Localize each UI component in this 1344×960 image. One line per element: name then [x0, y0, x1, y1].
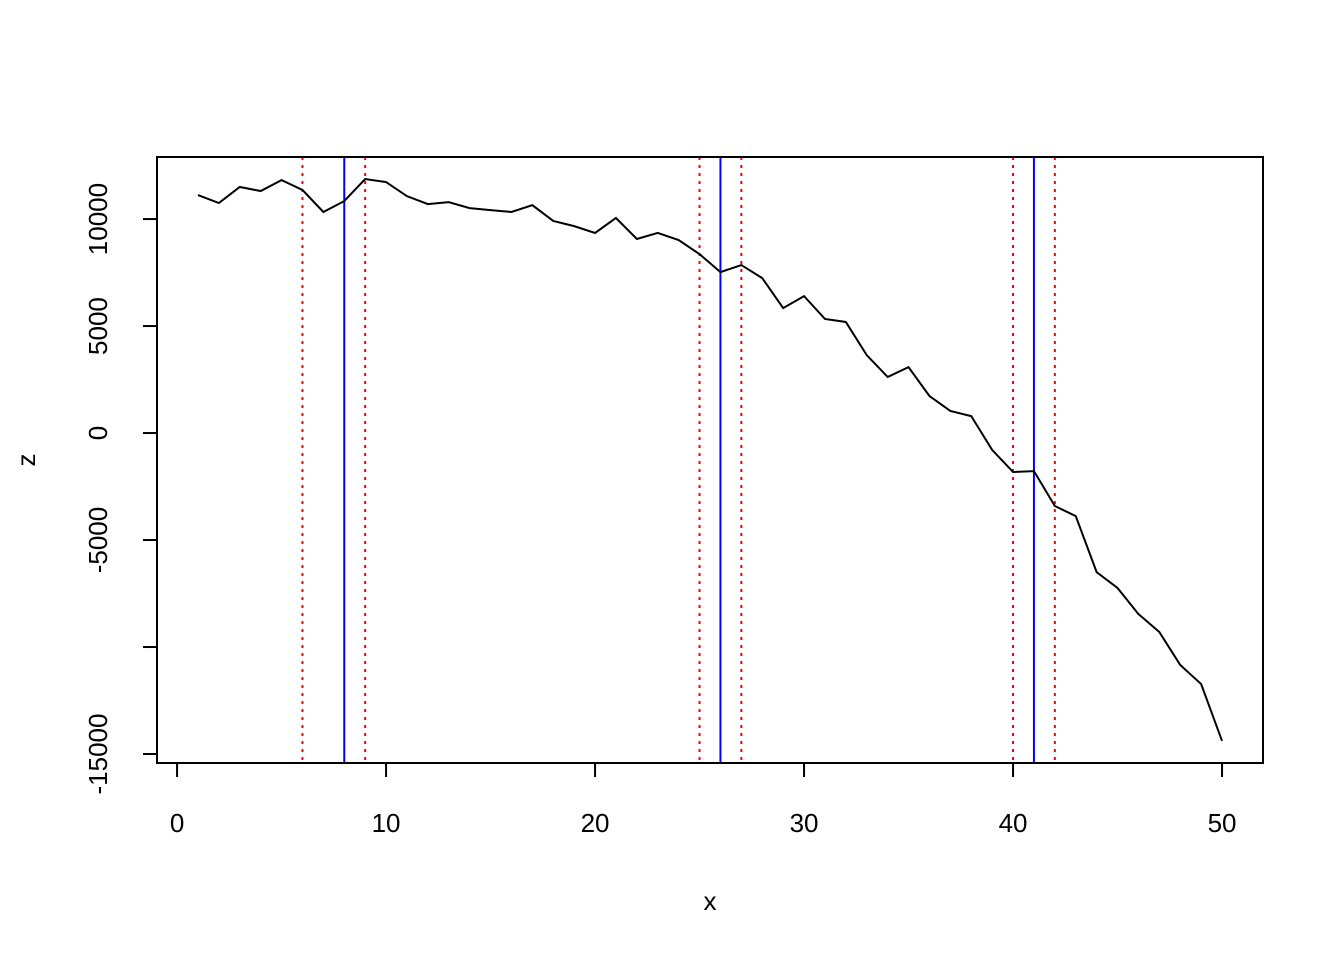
data-line: [197, 177, 1223, 742]
y-tick-label: 0: [83, 426, 113, 440]
y-tick-label: -5000: [83, 507, 113, 574]
plot-frame: [156, 156, 1264, 764]
x-tick-label: 30: [790, 808, 819, 838]
x-tick-label: 40: [999, 808, 1028, 838]
x-tick-label: 10: [372, 808, 401, 838]
x-tick-label: 50: [1208, 808, 1237, 838]
x-tick-label: 0: [170, 808, 184, 838]
y-tick-label: 5000: [83, 297, 113, 355]
y-tick-label: -15000: [83, 714, 113, 795]
y-axis-label: z: [11, 454, 41, 467]
x-axis-label: x: [704, 886, 717, 916]
x-tick-label: 20: [581, 808, 610, 838]
y-tick-label: 10000: [83, 183, 113, 255]
